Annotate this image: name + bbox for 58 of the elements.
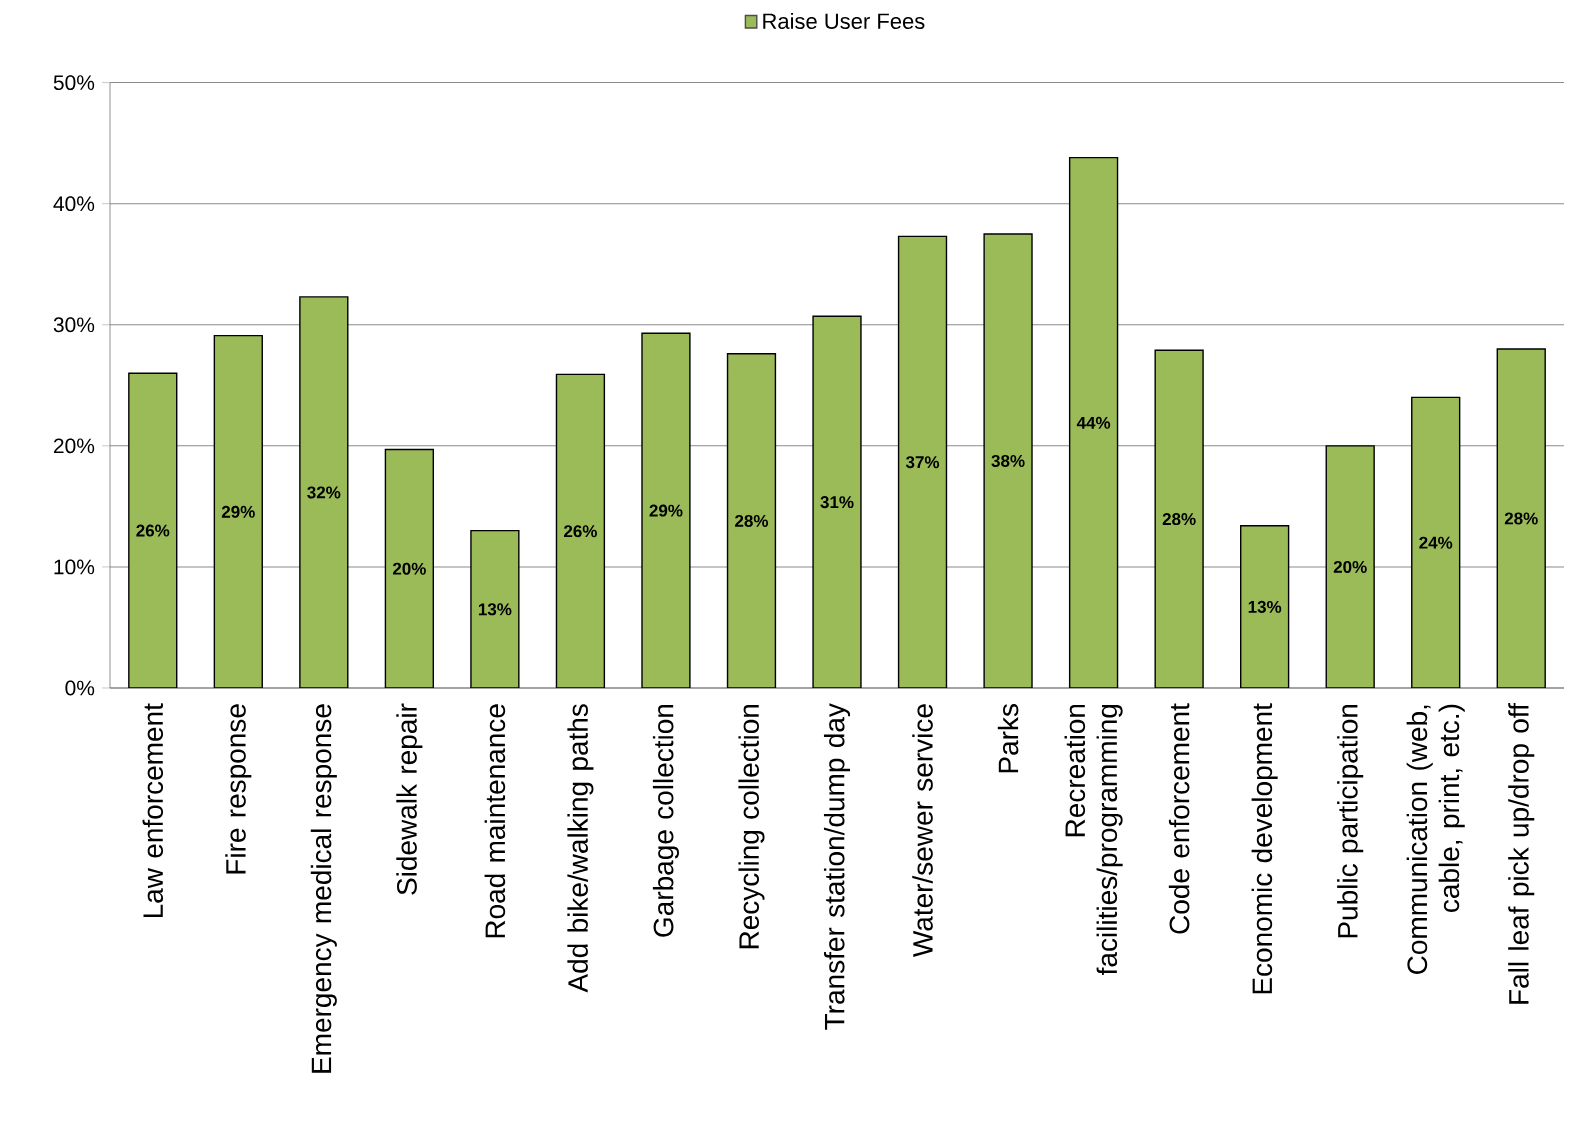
y-tick-label: 20% xyxy=(53,438,95,454)
bar xyxy=(726,353,777,688)
x-tick-label: Sidewalk repair xyxy=(396,703,423,895)
x-tick-label: Communication (web, cable, print, etc.) xyxy=(1406,704,1465,974)
x-tick-label: Law enforcement xyxy=(142,703,164,918)
data-label: 13% xyxy=(1248,600,1282,613)
data-label: 28% xyxy=(735,514,769,527)
bar xyxy=(1325,445,1375,688)
bar xyxy=(1496,348,1546,688)
data-label: 28% xyxy=(1504,512,1538,525)
x-tick-label: Road maintenance xyxy=(484,704,506,938)
x-tick-label: Transfer station/dump day xyxy=(823,703,851,1030)
x-tick-label: Parks xyxy=(997,704,1019,773)
data-label: 38% xyxy=(991,454,1025,467)
x-tick-label: Add bike/walking paths xyxy=(567,704,594,993)
data-label: 26% xyxy=(564,525,597,538)
x-tick-label: Fall leaf pick up/drop off xyxy=(1508,703,1535,1004)
bar xyxy=(983,233,1033,688)
x-tick-label: Economic development xyxy=(1251,703,1278,994)
data-label: 37% xyxy=(905,456,940,469)
bar xyxy=(1068,156,1119,688)
bar xyxy=(128,372,178,688)
x-tick-label: Code enforcement xyxy=(1168,703,1190,934)
x-tick-label: Recreation facilities/programming xyxy=(1064,704,1123,975)
bar xyxy=(641,332,691,688)
bar xyxy=(812,315,862,688)
data-label: 31% xyxy=(820,496,854,509)
data-label: 32% xyxy=(307,486,341,499)
bar xyxy=(384,448,435,688)
data-label: 24% xyxy=(1419,536,1453,549)
bar xyxy=(299,296,349,688)
y-tick-label: 50% xyxy=(53,75,95,91)
bar xyxy=(555,373,606,688)
bar xyxy=(213,334,263,688)
bar xyxy=(1411,396,1461,688)
data-label: 29% xyxy=(221,505,255,518)
x-tick-label: Fire response xyxy=(225,704,252,874)
y-tick-label: 0% xyxy=(65,680,95,696)
y-tick-label: 40% xyxy=(53,196,95,212)
x-tick-label: Public participation xyxy=(1337,704,1364,938)
y-tick-label: 10% xyxy=(54,559,95,575)
data-label: 13% xyxy=(478,603,512,616)
y-tick-label: 30% xyxy=(53,317,95,333)
x-tick-label: Recycling collection xyxy=(738,704,765,949)
bar xyxy=(470,529,520,688)
data-label: 28% xyxy=(1162,513,1196,526)
data-label: 44% xyxy=(1076,416,1111,429)
legend-label: Raise User Fees xyxy=(763,12,925,30)
bar xyxy=(1154,349,1204,688)
data-label: 20% xyxy=(392,562,426,575)
data-label: 20% xyxy=(1333,560,1367,573)
data-label: 29% xyxy=(649,504,683,517)
data-label: 26% xyxy=(136,524,170,537)
x-tick-label: Water/sewer service xyxy=(912,704,933,958)
bar xyxy=(1240,525,1290,688)
x-tick-label: Emergency medical response xyxy=(310,704,337,1073)
x-tick-label: Garbage collection xyxy=(652,704,679,937)
bar xyxy=(897,235,948,688)
